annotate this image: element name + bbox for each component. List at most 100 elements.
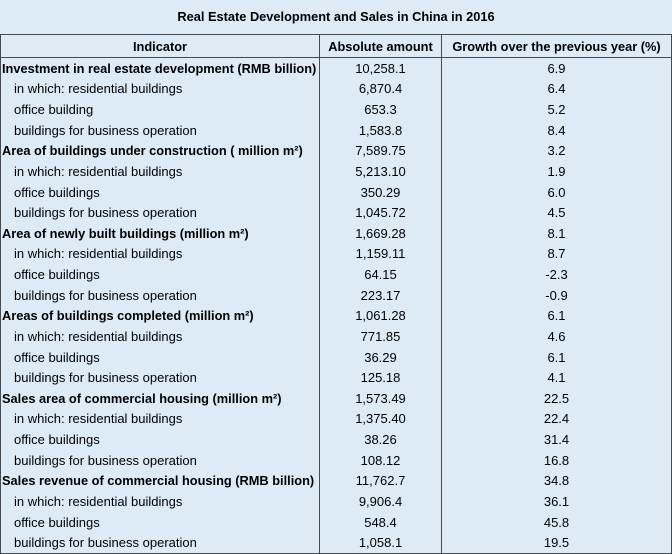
indicator-cell: office buildings <box>1 264 320 285</box>
table-row: office buildings 36.29 6.1 <box>1 346 671 368</box>
amount-cell: 5,213.10 <box>320 161 442 182</box>
amount-cell: 1,045.72 <box>320 202 442 223</box>
indicator-cell: office buildings <box>1 181 320 203</box>
amount-cell: 1,058.1 <box>320 532 442 553</box>
table-row: buildings for business operation 223.17 -0… <box>1 284 671 306</box>
growth-cell: 6.1 <box>547 308 566 324</box>
growth-cell: 5.2 <box>547 102 566 118</box>
indicator-cell: buildings for business operation <box>1 532 320 553</box>
indicator-cell: buildings for business operation <box>1 202 320 223</box>
table-row: in which: residential buildings 771.85 4.6 <box>1 326 671 347</box>
growth-cell: 19.5 <box>543 535 570 551</box>
amount-cell: 11,762.7 <box>320 470 442 492</box>
amount-cell: 36.29 <box>320 346 442 368</box>
amount-cell: 108.12 <box>320 449 442 471</box>
amount-cell: 10,258.1 <box>320 58 442 79</box>
column-header-absolute-amount: Absolute amount <box>320 35 442 57</box>
indicator-cell: in which: residential buildings <box>1 243 320 265</box>
indicator-cell: buildings for business operation <box>1 367 320 388</box>
table-row-category: Area of newly built buildings (million m… <box>1 223 671 244</box>
growth-cell: 4.6 <box>547 328 566 344</box>
table-row: in which: residential buildings 1,159.11 8… <box>1 243 671 265</box>
table-row-category: Sales revenue of commercial housing (RMB… <box>1 470 671 492</box>
growth-cell: 6.0 <box>547 184 566 200</box>
growth-cell: 8.7 <box>547 246 566 262</box>
amount-cell: 223.17 <box>320 284 442 306</box>
indicator-cell: Area of buildings under construction ( m… <box>1 140 320 162</box>
growth-cell: 4.5 <box>547 205 566 221</box>
table-row: buildings for business operation 1,583.8 8… <box>1 119 671 141</box>
indicator-cell: Areas of buildings completed (million m²… <box>1 305 320 327</box>
table-row: in which: residential buildings 1,375.40 2… <box>1 408 671 430</box>
growth-cell: -0.9 <box>545 287 568 303</box>
table-row-category: Area of buildings under construction ( m… <box>1 140 671 162</box>
growth-cell: 36.1 <box>543 493 570 509</box>
indicator-cell: Investment in real estate development (R… <box>1 58 320 79</box>
amount-cell: 9,906.4 <box>320 491 442 512</box>
indicator-cell: Area of newly built buildings (million m… <box>1 223 320 244</box>
growth-cell: 16.8 <box>543 452 570 468</box>
amount-cell: 771.85 <box>320 326 442 347</box>
growth-cell: 31.4 <box>543 432 570 448</box>
table-row: office buildings 38.26 31.4 <box>1 429 671 450</box>
amount-cell: 1,375.40 <box>320 408 442 430</box>
growth-cell: 3.2 <box>547 143 566 159</box>
indicator-cell: in which: residential buildings <box>1 491 320 512</box>
amount-cell: 1,583.8 <box>320 119 442 141</box>
table-header-row: Indicator Absolute amount Growth over th… <box>1 35 671 58</box>
table-row: office buildings 350.29 6.0 <box>1 181 671 203</box>
table-row: buildings for business operation 1,058.1 1… <box>1 532 671 553</box>
table-title: Real Estate Development and Sales in Chi… <box>177 9 495 24</box>
table-row: buildings for business operation 108.12 16… <box>1 449 671 471</box>
table-row: in which: residential buildings 9,906.4 36… <box>1 491 671 512</box>
amount-cell: 6,870.4 <box>320 78 442 100</box>
indicator-cell: office building <box>1 99 320 120</box>
indicator-cell: buildings for business operation <box>1 284 320 306</box>
table-row: office buildings 64.15 -2.3 <box>1 264 671 285</box>
amount-cell: 1,061.28 <box>320 305 442 327</box>
table-row: office building 653.3 5.2 <box>1 99 671 120</box>
table-row-category: Sales area of commercial housing (millio… <box>1 388 671 409</box>
amount-cell: 38.26 <box>320 429 442 450</box>
amount-cell: 64.15 <box>320 264 442 285</box>
growth-cell: 8.4 <box>547 122 566 138</box>
amount-cell: 7,589.75 <box>320 140 442 162</box>
indicator-cell: office buildings <box>1 346 320 368</box>
table-body: Investment in real estate development (R… <box>1 58 671 553</box>
growth-cell: 6.1 <box>547 349 566 365</box>
indicator-cell: buildings for business operation <box>1 119 320 141</box>
indicator-cell: office buildings <box>1 511 320 533</box>
growth-cell: 1.9 <box>547 163 566 179</box>
growth-cell: 4.1 <box>547 370 566 386</box>
column-header-growth: Growth over the previous year (%) <box>452 38 661 54</box>
indicator-cell: Sales revenue of commercial housing (RMB… <box>1 470 320 492</box>
table-row: buildings for business operation 125.18 4.… <box>1 367 671 388</box>
table-row: office buildings 548.4 45.8 <box>1 511 671 533</box>
growth-cell: 6.4 <box>547 81 566 97</box>
amount-cell: 548.4 <box>320 511 442 533</box>
growth-cell: 45.8 <box>543 514 570 530</box>
growth-cell: 22.4 <box>543 411 570 427</box>
table-row-category: Investment in real estate development (R… <box>1 58 671 79</box>
indicator-cell: in which: residential buildings <box>1 78 320 100</box>
growth-cell: 34.8 <box>543 473 570 489</box>
indicator-cell: in which: residential buildings <box>1 161 320 182</box>
data-table: Indicator Absolute amount Growth over th… <box>0 34 672 554</box>
growth-cell: 22.5 <box>543 390 570 406</box>
indicator-cell: office buildings <box>1 429 320 450</box>
amount-cell: 653.3 <box>320 99 442 120</box>
indicator-cell: in which: residential buildings <box>1 408 320 430</box>
indicator-cell: in which: residential buildings <box>1 326 320 347</box>
table-row: in which: residential buildings 6,870.4 6.… <box>1 78 671 100</box>
growth-cell: 6.9 <box>547 60 566 76</box>
column-header-indicator: Indicator <box>1 35 320 57</box>
indicator-cell: buildings for business operation <box>1 449 320 471</box>
amount-cell: 1,159.11 <box>320 243 442 265</box>
growth-cell: -2.3 <box>545 267 568 283</box>
table-row: buildings for business operation 1,045.72… <box>1 202 671 223</box>
table-row-category: Areas of buildings completed (million m²… <box>1 305 671 327</box>
amount-cell: 125.18 <box>320 367 442 388</box>
table-row: in which: residential buildings 5,213.10 1… <box>1 161 671 182</box>
indicator-cell: Sales area of commercial housing (millio… <box>1 388 320 409</box>
amount-cell: 1,669.28 <box>320 223 442 244</box>
